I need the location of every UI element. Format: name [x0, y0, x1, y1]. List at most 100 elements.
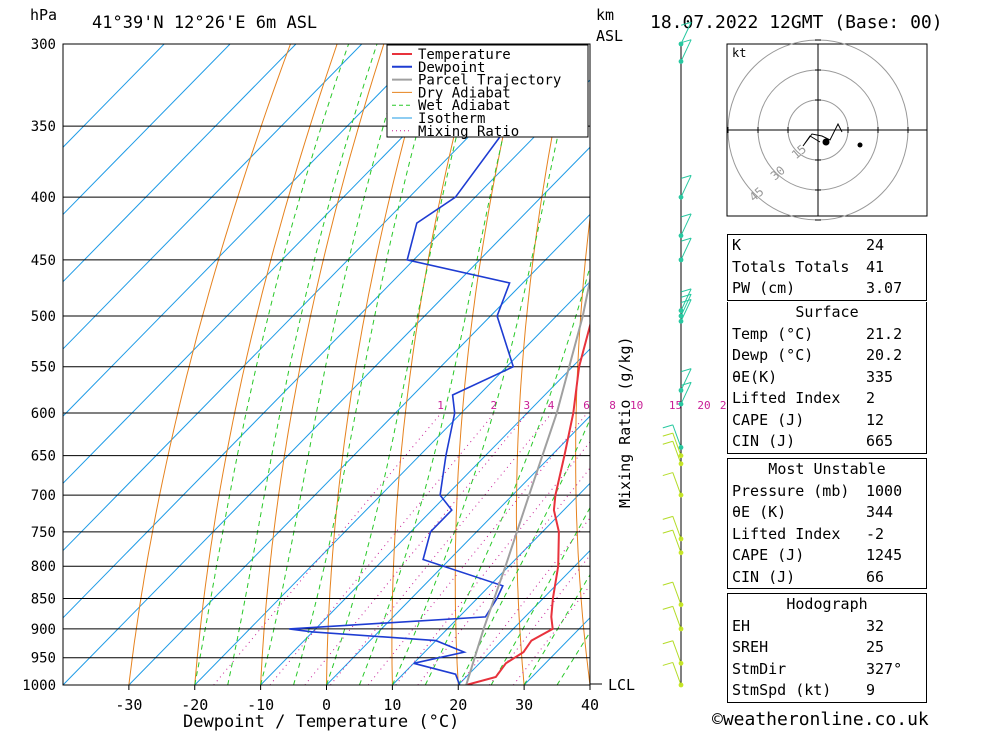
wind-barb-flag — [662, 515, 673, 520]
mixing-ratio-label: 8 — [609, 399, 616, 412]
row-label: Pressure (mb) — [732, 481, 850, 500]
wind-barb-flag — [680, 293, 692, 298]
isotherm-line — [128, 213, 590, 685]
wind-barb-flag — [662, 424, 673, 429]
row-label: StmDir — [732, 659, 787, 678]
row-label: CAPE (J) — [732, 410, 805, 429]
wind-barb — [680, 175, 692, 198]
hodograph-storm-motion — [822, 138, 830, 146]
table-row: StmSpd (kt) 9 — [728, 680, 926, 702]
legend-entry: Temperature — [418, 47, 511, 63]
wind-barb — [672, 640, 682, 664]
table-row: Dewp (°C) 20.2 — [728, 345, 926, 367]
row-label: θE(K) — [732, 367, 778, 386]
wind-barbs — [662, 21, 692, 688]
indices-table: K 24 Totals Totals 41 PW (cm) 3.07 — [727, 234, 927, 301]
mixing-ratio-label: 15 — [669, 399, 682, 412]
pressure-tick-label: 500 — [31, 309, 56, 325]
wind-barb-flag — [680, 237, 692, 242]
legend-entry: Dry Adiabat — [418, 85, 511, 101]
table-row: CAPE (J) 1245 — [728, 545, 926, 567]
asl-label: ASL — [596, 27, 623, 45]
table-row: θE(K) 335 — [728, 367, 926, 389]
hodograph-trace — [802, 122, 843, 147]
wet-adiabat-line — [260, 44, 409, 685]
row-value: 665 — [866, 432, 894, 450]
temperature-tick-label: -10 — [247, 696, 274, 714]
hodograph-stats-title: Hodograph — [786, 595, 868, 613]
table-row: CAPE (J) 12 — [728, 410, 926, 432]
most-unstable-table: Most Unstable Pressure (mb) 1000 θE (K) 344… — [727, 458, 927, 589]
mixing-ratio-line — [395, 441, 590, 685]
wind-barb — [680, 22, 692, 45]
pressure-tick-label: 900 — [31, 622, 56, 638]
mixing-ratio-line — [269, 412, 495, 685]
pressure-tick-label: 550 — [31, 360, 56, 376]
wind-barb — [672, 424, 682, 448]
pressure-tick-label: 650 — [31, 449, 56, 465]
wet-adiabat-line — [227, 44, 378, 685]
profile-lines — [289, 44, 590, 685]
row-label: K — [732, 236, 742, 254]
row-value: 66 — [866, 567, 885, 586]
wind-barb-flag — [680, 381, 692, 386]
wind-barb — [672, 581, 682, 605]
table-row: Temp (°C) 21.2 — [728, 324, 926, 346]
wind-barb — [680, 288, 692, 311]
row-label: EH — [732, 616, 751, 635]
dry-adiabat-line — [689, 44, 722, 685]
km-label: km — [596, 6, 614, 24]
dry-adiabat-line — [128, 44, 291, 685]
parcel-trajectory-line — [465, 275, 590, 685]
row-label: Lifted Index — [732, 389, 841, 407]
pressure-tick-label: 750 — [31, 525, 56, 541]
table-row: Lifted Index -2 — [728, 524, 926, 546]
wind-barb-flag — [662, 529, 673, 534]
temperature-tick-label: 0 — [322, 696, 331, 714]
wind-barb-flag — [662, 432, 673, 437]
wind-barb-flag — [662, 640, 673, 645]
dry-adiabat-line — [991, 44, 1000, 685]
row-value: 1245 — [866, 546, 903, 564]
dry-adiabat-line — [194, 44, 338, 685]
table-row: StmDir 327° — [728, 659, 926, 681]
wind-barb-flag — [662, 581, 673, 586]
wind-barb — [680, 382, 692, 405]
isotherm-line — [63, 44, 429, 417]
dry-adiabat-line — [633, 44, 664, 685]
location-label: 41°39'N 12°26'E 6m ASL — [92, 13, 317, 33]
row-value: 344 — [866, 503, 894, 521]
dewpoint-line — [289, 44, 557, 685]
row-label: CIN (J) — [732, 432, 796, 450]
wind-barb — [672, 606, 682, 630]
pressure-tick-label: 600 — [31, 406, 56, 422]
row-label: SREH — [732, 638, 769, 656]
table-row: CIN (J) 66 — [728, 567, 926, 589]
mixing-ratio-label: 2 — [491, 399, 498, 412]
pressure-unit-label: hPa — [30, 6, 57, 24]
isotherm-line — [194, 280, 590, 685]
wind-barb-flag — [680, 299, 692, 303]
temperature-tick-label: 40 — [581, 696, 599, 714]
row-value: 12 — [866, 410, 885, 429]
mixing-ratio-label: 10 — [630, 399, 643, 412]
lcl-label: LCL — [608, 676, 635, 694]
wind-barb-flag — [662, 472, 673, 477]
mixing-ratio-label: 4 — [548, 399, 555, 412]
mixing-ratio-label: 1 — [437, 399, 444, 412]
wind-barb-flag — [662, 661, 673, 666]
temperature-tick-label: -30 — [115, 696, 142, 714]
wind-dot — [678, 194, 684, 200]
mixing-ratio-axis-label: Mixing Ratio (g/kg) — [616, 336, 634, 508]
x-axis-label: Dewpoint / Temperature (°C) — [183, 712, 459, 732]
mixing-ratio-label: 20 — [697, 399, 710, 412]
temperature-tick-label: 30 — [515, 696, 533, 714]
legend-entry: Isotherm — [418, 111, 485, 127]
temperature-tick-label: 20 — [449, 696, 467, 714]
wind-barb — [672, 472, 682, 496]
wind-barb-flag — [680, 174, 692, 179]
wind-barb-flag — [662, 605, 673, 610]
wind-barb-flag — [680, 288, 692, 293]
row-value: 24 — [866, 236, 885, 254]
